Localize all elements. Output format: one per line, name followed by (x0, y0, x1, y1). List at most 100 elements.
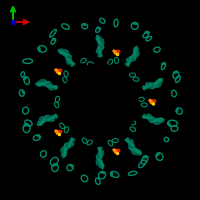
Polygon shape (37, 115, 50, 126)
Polygon shape (96, 155, 104, 169)
Polygon shape (151, 78, 161, 89)
Polygon shape (126, 52, 139, 63)
Polygon shape (37, 116, 50, 124)
Polygon shape (147, 81, 163, 88)
Polygon shape (142, 114, 154, 120)
Polygon shape (40, 116, 54, 122)
Polygon shape (96, 150, 104, 165)
Polygon shape (36, 82, 50, 86)
Polygon shape (129, 142, 138, 155)
Polygon shape (37, 81, 49, 86)
Circle shape (114, 150, 118, 153)
Polygon shape (148, 82, 162, 87)
Polygon shape (142, 83, 153, 90)
Polygon shape (132, 46, 138, 61)
Polygon shape (127, 54, 139, 61)
Polygon shape (40, 117, 53, 121)
Polygon shape (98, 153, 102, 167)
Polygon shape (96, 41, 104, 52)
Polygon shape (61, 143, 73, 150)
Polygon shape (147, 82, 159, 88)
Polygon shape (148, 80, 161, 88)
Polygon shape (128, 51, 139, 61)
Polygon shape (46, 114, 58, 120)
Polygon shape (151, 80, 162, 87)
Polygon shape (61, 50, 72, 62)
Polygon shape (96, 152, 104, 163)
Polygon shape (62, 141, 73, 152)
Polygon shape (38, 116, 52, 124)
Polygon shape (97, 46, 103, 57)
Polygon shape (150, 118, 164, 123)
Circle shape (56, 70, 60, 73)
Polygon shape (96, 155, 104, 168)
Polygon shape (126, 56, 133, 67)
Polygon shape (61, 51, 72, 61)
Polygon shape (128, 50, 139, 62)
Polygon shape (98, 36, 102, 52)
Polygon shape (125, 56, 134, 66)
Polygon shape (61, 141, 72, 155)
Polygon shape (66, 138, 75, 147)
Circle shape (114, 51, 118, 54)
Polygon shape (97, 39, 103, 54)
Polygon shape (46, 84, 58, 89)
Polygon shape (39, 118, 51, 122)
Polygon shape (128, 144, 142, 155)
Polygon shape (129, 51, 139, 60)
Polygon shape (97, 150, 103, 165)
Circle shape (58, 134, 60, 136)
Polygon shape (42, 79, 54, 91)
Polygon shape (59, 49, 71, 60)
Polygon shape (61, 49, 72, 63)
Polygon shape (47, 83, 58, 90)
Polygon shape (61, 144, 69, 157)
Polygon shape (39, 117, 54, 121)
Polygon shape (58, 49, 72, 60)
Polygon shape (98, 147, 102, 158)
Polygon shape (142, 116, 154, 119)
Circle shape (113, 149, 115, 151)
Polygon shape (96, 151, 104, 165)
Polygon shape (47, 114, 58, 121)
Polygon shape (147, 116, 163, 123)
Polygon shape (38, 117, 52, 122)
Polygon shape (128, 142, 139, 154)
Circle shape (56, 131, 60, 134)
Polygon shape (37, 81, 53, 88)
Polygon shape (131, 47, 139, 60)
Polygon shape (43, 80, 52, 90)
Polygon shape (146, 113, 158, 125)
Polygon shape (97, 35, 103, 50)
Polygon shape (128, 141, 139, 155)
Polygon shape (129, 49, 138, 62)
Polygon shape (143, 83, 153, 90)
Polygon shape (98, 46, 102, 57)
Polygon shape (62, 142, 71, 155)
Polygon shape (130, 141, 135, 154)
Polygon shape (62, 142, 71, 155)
Polygon shape (126, 52, 140, 63)
Polygon shape (142, 114, 153, 121)
Polygon shape (126, 53, 140, 62)
Polygon shape (98, 152, 102, 168)
Polygon shape (64, 50, 72, 64)
Polygon shape (129, 49, 138, 62)
Polygon shape (61, 141, 74, 152)
Polygon shape (98, 153, 102, 167)
Polygon shape (128, 49, 139, 63)
Polygon shape (96, 154, 104, 169)
Polygon shape (61, 144, 71, 153)
Polygon shape (62, 49, 71, 62)
Polygon shape (125, 57, 134, 66)
Polygon shape (39, 117, 55, 121)
Polygon shape (149, 82, 161, 86)
Circle shape (153, 103, 154, 105)
Polygon shape (96, 35, 104, 50)
Polygon shape (150, 80, 163, 88)
Polygon shape (61, 143, 73, 150)
Polygon shape (97, 37, 103, 51)
Polygon shape (96, 36, 104, 49)
Polygon shape (129, 144, 141, 155)
Polygon shape (36, 81, 50, 86)
